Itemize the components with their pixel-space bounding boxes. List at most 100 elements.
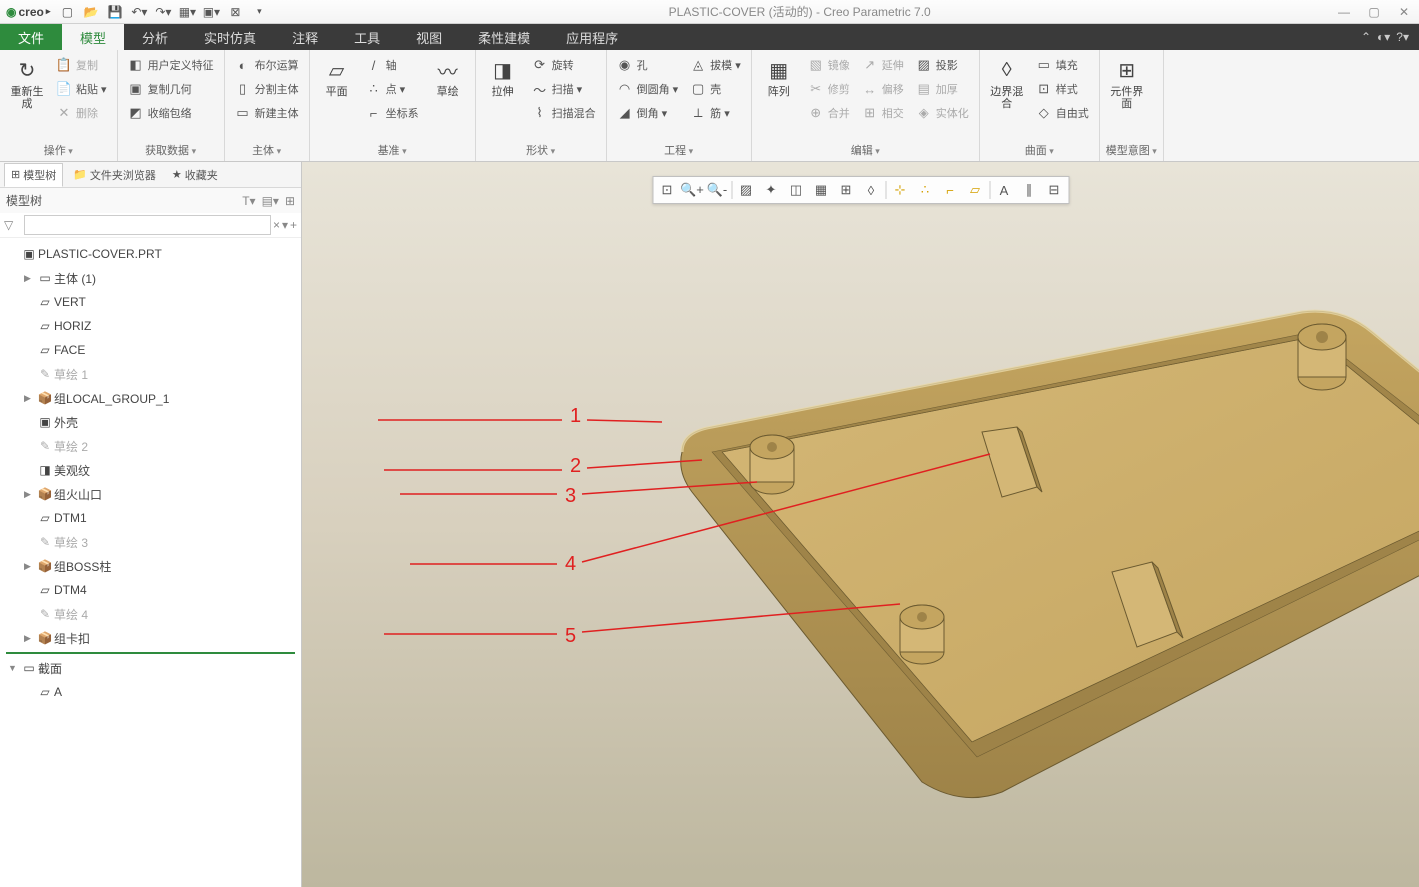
tree-root[interactable]: ▣PLASTIC-COVER.PRT xyxy=(0,242,301,266)
ribbon-small-4-small-0[interactable]: ⟳旋转 xyxy=(528,54,600,76)
ribbon-style-icon[interactable]: ◐▾ xyxy=(1377,30,1390,44)
ribbon-small-7-small-2[interactable]: ◇自由式 xyxy=(1032,102,1093,124)
qat-close-icon[interactable]: ⊠ xyxy=(224,2,246,22)
ribbon-group-label[interactable]: 获取数据 xyxy=(124,140,218,161)
tree-node-14[interactable]: ✎草绘 4 xyxy=(0,602,301,626)
ribbon-small-0-small-2[interactable]: ✕删除 xyxy=(52,102,111,124)
ribbon-small-0-small-1[interactable]: 📄粘贴 ▾ xyxy=(52,78,111,100)
tree-node-15[interactable]: ▶📦组卡扣 xyxy=(0,626,301,650)
sidebar-tab-2[interactable]: ★收藏夹 xyxy=(166,164,224,186)
ribbon-group-label[interactable]: 形状 xyxy=(482,140,600,161)
tree-node-13[interactable]: ▱DTM4 xyxy=(0,578,301,602)
tab-live-sim[interactable]: 实时仿真 xyxy=(186,24,274,50)
tab-view[interactable]: 视图 xyxy=(398,24,460,50)
tree-node-10[interactable]: ▱DTM1 xyxy=(0,506,301,530)
repaint-icon[interactable]: ▨ xyxy=(734,179,758,201)
tree-expand-icon[interactable]: ▶ xyxy=(24,561,36,572)
saved-views-icon[interactable]: ▦ xyxy=(809,179,833,201)
search-clear-icon[interactable]: × xyxy=(273,218,280,232)
ribbon-big-6-0[interactable]: ▦阵列 xyxy=(758,52,800,140)
qat-save-icon[interactable]: 💾 xyxy=(104,2,126,22)
tab-applications[interactable]: 应用程序 xyxy=(548,24,636,50)
ribbon-small-1-small-2[interactable]: ◩收缩包络 xyxy=(124,102,218,124)
ribbon-group-label[interactable]: 曲面 xyxy=(986,140,1093,161)
ribbon-small-6-small3-0[interactable]: ▨投影 xyxy=(912,54,973,76)
tab-tools[interactable]: 工具 xyxy=(336,24,398,50)
perspective-icon[interactable]: ◊ xyxy=(859,179,883,201)
ribbon-small-2-small-0[interactable]: ◐布尔运算 xyxy=(231,54,303,76)
ribbon-small-6-small2-1[interactable]: ↔偏移 xyxy=(858,78,908,100)
ribbon-small-6-small2-0[interactable]: ↗延伸 xyxy=(858,54,908,76)
ribbon-small-6-small-0[interactable]: ▧镜像 xyxy=(804,54,854,76)
ribbon-small-5-small-0[interactable]: ◉孔 xyxy=(613,54,683,76)
ribbon-group-label[interactable]: 主体 xyxy=(231,140,303,161)
ribbon-small-6-small2-2[interactable]: ⊞相交 xyxy=(858,102,908,124)
display-style-icon[interactable]: ◫ xyxy=(784,179,808,201)
ribbon-small-2-small-2[interactable]: ▭新建主体 xyxy=(231,102,303,124)
ribbon-big-4-0[interactable]: ◨拉伸 xyxy=(482,52,524,140)
search-add-icon[interactable]: + xyxy=(290,218,297,232)
tab-model[interactable]: 模型 xyxy=(62,24,124,50)
sidebar-tab-0[interactable]: ⊞模型树 xyxy=(4,163,63,187)
tree-node-0[interactable]: ▶▭主体 (1) xyxy=(0,266,301,290)
ribbon-small-3-small-2[interactable]: ⌐坐标系 xyxy=(362,102,423,124)
qat-open-icon[interactable]: 📂 xyxy=(80,2,102,22)
ribbon-small-5-small2-0[interactable]: ◬拔模 ▾ xyxy=(686,54,745,76)
tree-expand-icon[interactable]: ▶ xyxy=(24,633,36,644)
ribbon-big-0-0[interactable]: ↻重新生成 xyxy=(6,52,48,140)
tree-section[interactable]: ▼▭截面 xyxy=(0,656,301,680)
ribbon-small-1-small-1[interactable]: ▣复制几何 xyxy=(124,78,218,100)
tree-node-3[interactable]: ▱FACE xyxy=(0,338,301,362)
datum-axes-icon[interactable]: ⊹ xyxy=(888,179,912,201)
zoom-fit-icon[interactable]: ⊡ xyxy=(655,179,679,201)
ribbon-small-4-small-1[interactable]: 〜扫描 ▾ xyxy=(528,78,600,100)
qat-redo-icon[interactable]: ↷▾ xyxy=(152,2,174,22)
tree-tool-display-icon[interactable]: ⊞ xyxy=(285,194,295,208)
ribbon-small-0-small-0[interactable]: 📋复制 xyxy=(52,54,111,76)
ribbon-help-icon[interactable]: ?▾ xyxy=(1396,30,1409,44)
ribbon-group-label[interactable]: 模型意图 xyxy=(1106,140,1157,161)
datum-points-icon[interactable]: ∴ xyxy=(913,179,937,201)
tree-search-input[interactable] xyxy=(24,215,271,235)
zoom-out-icon[interactable]: 🔍- xyxy=(705,179,729,201)
ribbon-small-2-small-1[interactable]: ▯分割主体 xyxy=(231,78,303,100)
tree-node-11[interactable]: ✎草绘 3 xyxy=(0,530,301,554)
filter-icon[interactable]: ▽ xyxy=(4,218,22,232)
qat-new-icon[interactable]: ▢ xyxy=(56,2,78,22)
tree-node-1[interactable]: ▱VERT xyxy=(0,290,301,314)
qat-undo-icon[interactable]: ↶▾ xyxy=(128,2,150,22)
ribbon-small-6-small3-2[interactable]: ◈实体化 xyxy=(912,102,973,124)
spin-center-icon[interactable]: ✦ xyxy=(759,179,783,201)
pause-icon[interactable]: ∥ xyxy=(1017,179,1041,201)
ribbon-big-3-0[interactable]: ▱平面 xyxy=(316,52,358,140)
ribbon-big2-3-0[interactable]: 〰草绘 xyxy=(427,52,469,140)
ribbon-big-8-0[interactable]: ⊞元件界面 xyxy=(1106,52,1148,140)
tree-node-4[interactable]: ✎草绘 1 xyxy=(0,362,301,386)
ribbon-small-5-small-1[interactable]: ◠倒圆角 ▾ xyxy=(613,78,683,100)
datum-planes-icon[interactable]: ▱ xyxy=(963,179,987,201)
tree-node-9[interactable]: ▶📦组火山口 xyxy=(0,482,301,506)
tree-expand-icon[interactable]: ▶ xyxy=(24,273,36,284)
tree-section-a[interactable]: ▱A xyxy=(0,680,301,704)
qat-more-icon[interactable]: ▾ xyxy=(248,2,270,22)
stop-icon[interactable]: ⊟ xyxy=(1042,179,1066,201)
tab-flex-model[interactable]: 柔性建模 xyxy=(460,24,548,50)
ribbon-small-6-small-1[interactable]: ✂修剪 xyxy=(804,78,854,100)
datum-csys-icon[interactable]: ⌐ xyxy=(938,179,962,201)
ribbon-small-3-small-1[interactable]: ∴点 ▾ xyxy=(362,78,423,100)
zoom-in-icon[interactable]: 🔍+ xyxy=(680,179,704,201)
ribbon-small-6-small3-1[interactable]: ▤加厚 xyxy=(912,78,973,100)
ribbon-small-5-small2-1[interactable]: ▢壳 xyxy=(686,78,745,100)
ribbon-small-6-small-2[interactable]: ⊕合并 xyxy=(804,102,854,124)
tree-node-8[interactable]: ◨美观纹 xyxy=(0,458,301,482)
search-dropdown-icon[interactable]: ▾ xyxy=(282,218,288,232)
tree-node-2[interactable]: ▱HORIZ xyxy=(0,314,301,338)
tree-node-5[interactable]: ▶📦组LOCAL_GROUP_1 xyxy=(0,386,301,410)
tree-tool-settings-icon[interactable]: T▾ xyxy=(242,194,255,208)
ribbon-group-label[interactable]: 操作 xyxy=(6,140,111,161)
tree-expand-icon[interactable]: ▼ xyxy=(8,663,20,673)
tree-expand-icon[interactable]: ▶ xyxy=(24,489,36,500)
tree-expand-icon[interactable]: ▶ xyxy=(24,393,36,404)
ribbon-small-4-small-2[interactable]: ⌇扫描混合 xyxy=(528,102,600,124)
ribbon-group-label[interactable]: 基准 xyxy=(316,140,469,161)
